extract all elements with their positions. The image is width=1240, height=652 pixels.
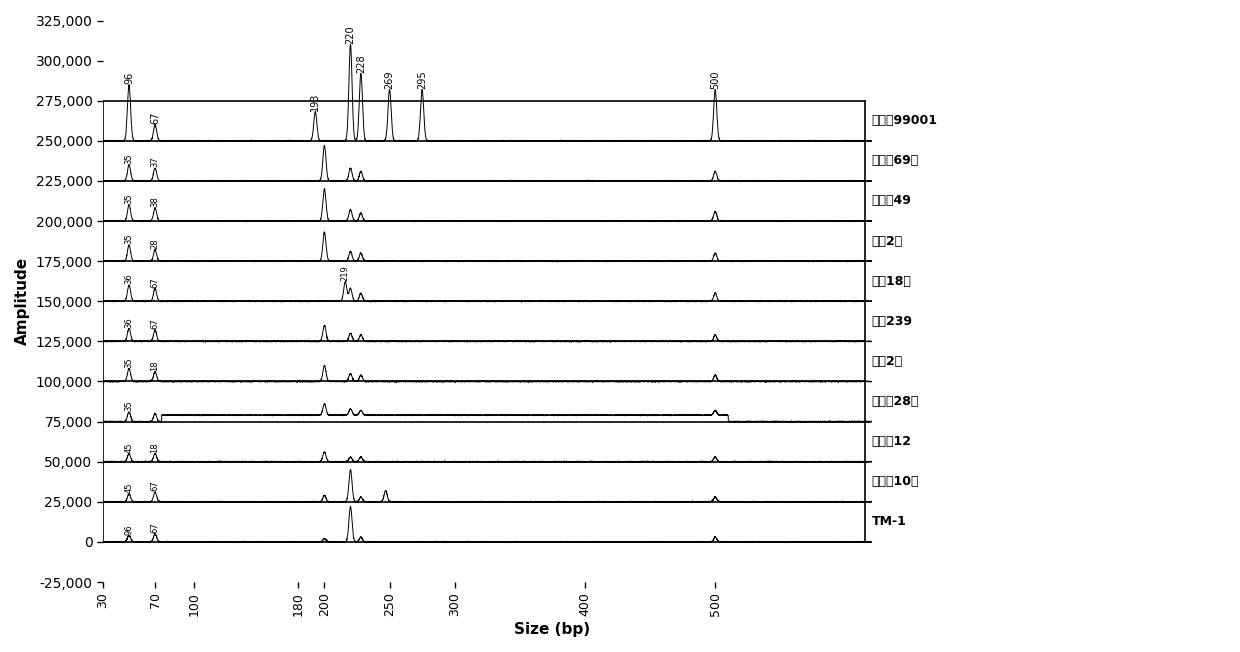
Text: 36: 36	[124, 317, 134, 328]
Text: 鲁棉研28号: 鲁棉研28号	[872, 395, 919, 408]
Text: 67: 67	[150, 277, 160, 288]
Text: 228: 228	[356, 54, 366, 72]
Text: 35: 35	[124, 400, 134, 411]
Text: 18: 18	[150, 442, 160, 453]
Text: 96: 96	[124, 72, 134, 84]
Text: 269: 269	[384, 70, 394, 89]
Text: 220: 220	[346, 25, 356, 44]
Text: 45: 45	[124, 482, 134, 493]
Text: 219: 219	[341, 265, 350, 281]
Text: TM-1: TM-1	[872, 515, 906, 528]
Text: 67: 67	[150, 481, 160, 492]
Text: 新陌中69号: 新陌中69号	[872, 155, 919, 168]
Text: 36: 36	[124, 274, 134, 284]
Text: 35: 35	[124, 153, 134, 164]
Text: 35: 35	[124, 357, 134, 368]
Text: 67: 67	[150, 111, 160, 124]
Text: 67: 67	[150, 319, 160, 329]
Text: 37: 37	[150, 156, 160, 168]
Text: 96: 96	[124, 524, 134, 535]
Text: 38: 38	[150, 197, 160, 207]
X-axis label: Size (bp): Size (bp)	[515, 622, 590, 637]
Text: 28: 28	[150, 239, 160, 249]
Text: 洗棉2号: 洗棉2号	[872, 235, 903, 248]
Text: 35: 35	[124, 194, 134, 204]
Text: 18: 18	[150, 361, 160, 371]
Text: 鄂棉18号: 鄂棉18号	[872, 274, 911, 288]
Text: 500: 500	[711, 70, 720, 89]
Text: 35: 35	[124, 233, 134, 244]
Text: 中棉倁10号: 中棉倁10号	[872, 475, 919, 488]
Text: 295: 295	[417, 70, 427, 89]
Text: 中棉倁99001: 中棉倁99001	[872, 114, 937, 127]
Text: 中棉倁49: 中棉倁49	[872, 194, 911, 207]
Text: 45: 45	[124, 442, 134, 453]
Text: 193: 193	[310, 93, 320, 111]
Y-axis label: Amplitude: Amplitude	[15, 257, 30, 346]
Text: 中棉倁12: 中棉倁12	[872, 435, 911, 448]
Text: 川棉239: 川棉239	[872, 315, 913, 328]
Text: 蜀棉2号: 蜀棉2号	[872, 355, 903, 368]
Text: 67: 67	[150, 522, 160, 533]
